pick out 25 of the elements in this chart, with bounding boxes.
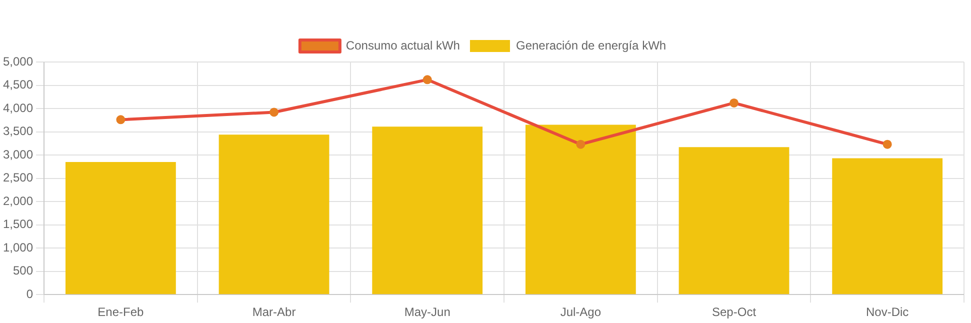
bar	[65, 162, 176, 294]
legend-label: Generación de energía kWh	[516, 38, 666, 52]
y-tick-label: 3,000	[3, 147, 34, 162]
x-tick-label: Ene-Feb	[98, 305, 144, 320]
y-tick-label: 3,500	[3, 124, 34, 138]
y-tick-label: 4,500	[3, 78, 34, 92]
x-tick-label: Sep-Oct	[712, 305, 757, 320]
y-tick-label: 5,000	[3, 54, 34, 68]
y-tick-label: 0	[26, 286, 34, 301]
bar	[678, 147, 790, 294]
y-tick-label: 4,000	[3, 100, 34, 115]
y-tick-label: 500	[13, 264, 34, 278]
y-tick-label: 2,000	[3, 194, 34, 208]
y-tick-label: 2,500	[3, 170, 34, 185]
bar	[832, 158, 943, 294]
bar	[372, 126, 483, 294]
bar	[218, 134, 330, 294]
y-tick-label: 1,000	[3, 240, 34, 254]
y-tick-label: 1,500	[3, 217, 34, 232]
legend-label: Consumo actual kWh	[346, 38, 460, 52]
x-tick-label: Nov-Dic	[866, 305, 909, 320]
x-tick-label: Mar-Abr	[252, 305, 296, 320]
bar	[525, 124, 636, 294]
x-tick-label: Jul-Ago	[560, 305, 602, 320]
x-tick-label: May-Jun	[404, 305, 450, 320]
